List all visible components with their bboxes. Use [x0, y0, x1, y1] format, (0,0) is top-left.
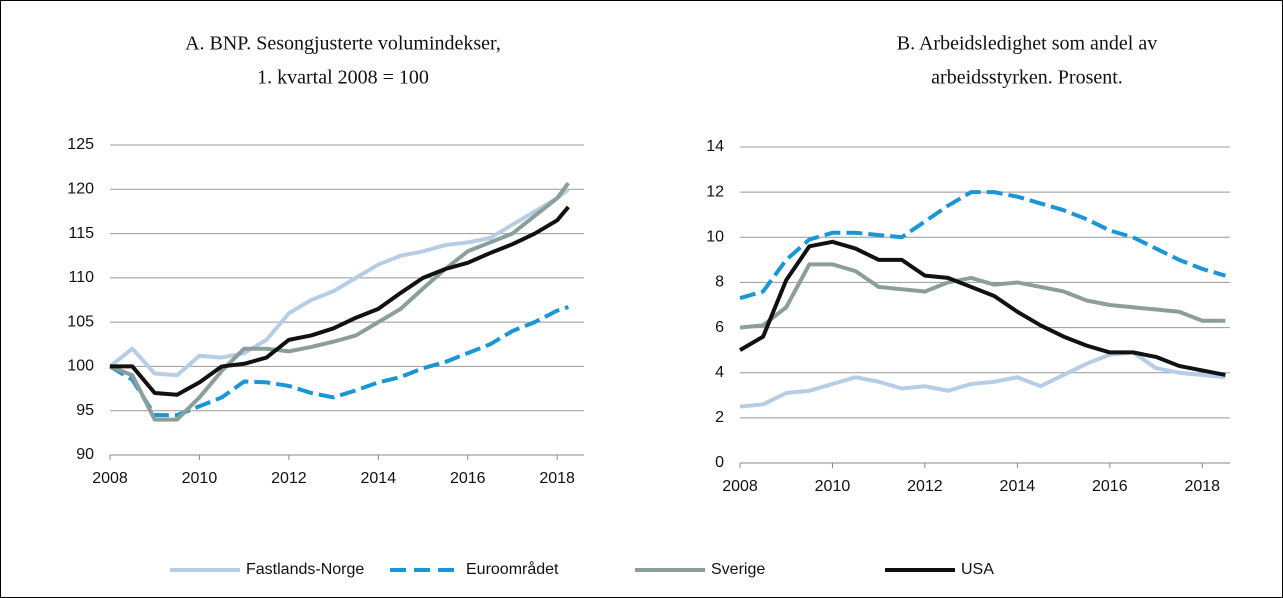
x-tick-label: 2010 [815, 478, 851, 495]
x-tick-label: 2016 [450, 470, 486, 487]
y-tick-label: 100 [67, 358, 94, 375]
y-tick-label: 14 [706, 138, 724, 155]
y-tick-label: 105 [67, 313, 94, 330]
legend-label: Sverige [711, 561, 765, 578]
x-tick-label: 2016 [1092, 478, 1128, 495]
series-line [739, 350, 1226, 409]
y-tick-label: 6 [715, 319, 724, 336]
legend-label: Fastlands-Norge [246, 561, 364, 578]
series-line [109, 181, 570, 422]
x-tick-label: 2012 [271, 470, 307, 487]
y-tick-label: 0 [715, 454, 724, 471]
y-tick-label: 4 [715, 364, 724, 381]
series-line [739, 262, 1226, 330]
x-tick-label: 2008 [722, 478, 758, 495]
y-tick-label: 12 [706, 183, 724, 200]
y-tick-label: 120 [67, 181, 94, 198]
chart-title: B. Arbeidsledighet som andel av [897, 33, 1158, 55]
chart-title: A. BNP. Sesongjusterte volumindekser, [185, 33, 501, 55]
series-line [110, 205, 570, 397]
legend-label: USA [961, 561, 994, 578]
y-tick-label: 115 [68, 225, 94, 242]
x-tick-label: 2014 [1000, 478, 1036, 495]
y-tick-label: 8 [715, 274, 724, 291]
x-tick-label: 2014 [361, 470, 397, 487]
y-tick-label: 2 [715, 409, 724, 426]
y-tick-label: 125 [67, 136, 94, 153]
chart-title: 1. kvartal 2008 = 100 [257, 67, 429, 89]
chart-title: arbeidsstyrken. Prosent. [931, 67, 1123, 89]
series-line [738, 239, 1226, 377]
y-tick-label: 110 [68, 269, 94, 286]
series-line [108, 187, 570, 378]
y-tick-label: 10 [706, 229, 724, 246]
x-tick-label: 2018 [539, 470, 575, 487]
series-line [739, 190, 1226, 301]
legend-label: Euroområdet [466, 560, 559, 578]
x-tick-label: 2012 [907, 478, 943, 495]
y-tick-label: 95 [76, 402, 94, 419]
x-tick-label: 2010 [182, 470, 218, 487]
y-tick-label: 90 [76, 446, 94, 463]
x-tick-label: 2008 [92, 470, 128, 487]
x-tick-label: 2018 [1184, 478, 1220, 495]
